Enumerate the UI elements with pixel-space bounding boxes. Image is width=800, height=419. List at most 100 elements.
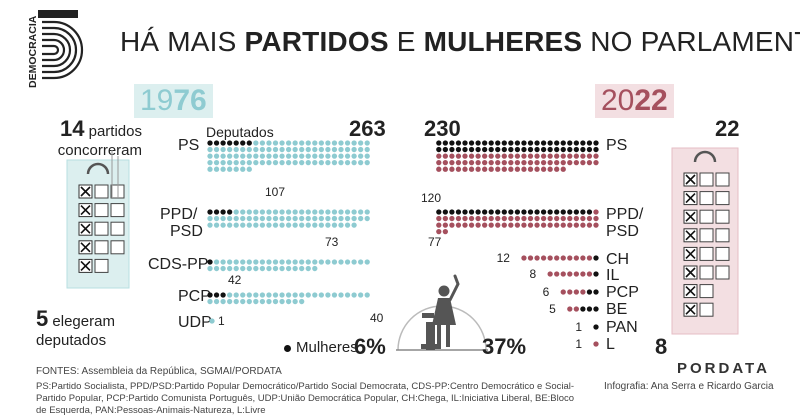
- seat-dot: [527, 153, 534, 159]
- seat-dot: [495, 160, 501, 166]
- seat-dot: [521, 140, 527, 146]
- seat-dot: [338, 292, 344, 298]
- seat-dot: [488, 140, 494, 146]
- ballot-box: [699, 172, 714, 187]
- seat-dot: [442, 215, 448, 222]
- party-label-2022: L: [606, 336, 615, 353]
- seat-count-1976: 40: [370, 311, 384, 325]
- seat-dot: [586, 146, 593, 153]
- party-label-2022: IL: [606, 267, 619, 284]
- seat-dot: [220, 166, 226, 172]
- seat-dot: [567, 271, 573, 277]
- seat-dot: [475, 209, 481, 215]
- seat-dot: [495, 215, 501, 222]
- seat-dot: [567, 289, 573, 295]
- woman-body-icon: [432, 298, 456, 325]
- seat-dot: [299, 209, 305, 215]
- party-label-1976: CDS-PP: [148, 256, 208, 273]
- seat-dot: [488, 160, 494, 166]
- seat-dot: [312, 215, 318, 222]
- seat-dot: [344, 146, 351, 153]
- seat-dot: [207, 222, 213, 228]
- seat-dot: [554, 146, 560, 153]
- party-label-1976: UDP: [178, 314, 212, 331]
- seat-dot: [246, 140, 252, 146]
- seat-dot: [488, 153, 494, 159]
- seat-dot: [364, 209, 370, 215]
- seat-dot: [279, 222, 285, 228]
- seat-dot: [305, 222, 311, 228]
- seat-dot: [567, 222, 573, 228]
- seat-dot: [436, 160, 442, 166]
- seat-dot: [299, 259, 305, 265]
- seat-dot: [455, 153, 462, 159]
- seat-dot: [488, 215, 494, 222]
- ballot-box: [699, 246, 714, 261]
- seat-dot: [292, 146, 298, 153]
- seat-dot: [580, 140, 586, 146]
- seat-dot: [272, 160, 279, 166]
- seat-dot: [279, 146, 285, 153]
- party-label-1976: PSD: [170, 223, 203, 240]
- seat-dot: [299, 222, 305, 228]
- seat-dot: [266, 209, 272, 215]
- seat-dot: [358, 259, 364, 265]
- seat-dot: [213, 259, 220, 265]
- seat-dot: [540, 209, 547, 215]
- seat-count-2022: 77: [428, 235, 442, 249]
- seat-dot: [580, 209, 586, 215]
- seat-dot: [266, 222, 272, 228]
- seat-dot: [272, 259, 279, 265]
- seat-dot: [554, 153, 560, 159]
- seat-dot: [560, 255, 566, 261]
- woman-leg-icon: [446, 325, 450, 347]
- seat-dot: [272, 215, 279, 222]
- seat-dot: [508, 222, 514, 228]
- women-legend: Mulheres: [284, 339, 358, 356]
- seat-dot: [547, 140, 553, 146]
- party-label-1976: PPD/: [160, 206, 198, 223]
- seat-dot: [227, 166, 233, 172]
- seat-dot: [246, 146, 252, 153]
- seat-dot: [213, 292, 220, 298]
- seat-dot: [534, 255, 540, 261]
- seat-dot: [554, 222, 560, 228]
- seat-dot: [285, 160, 292, 166]
- seat-dot: [501, 222, 507, 228]
- seat-dot: [586, 255, 593, 261]
- seat-dot: [495, 222, 501, 228]
- ballot-cross-icon: [685, 193, 696, 204]
- seat-dot: [253, 222, 259, 228]
- seat-dot: [475, 215, 481, 222]
- seat-dot: [514, 153, 521, 159]
- seat-dot: [312, 292, 318, 298]
- seat-count-2022: 12: [497, 251, 511, 265]
- seat-dot: [266, 265, 272, 272]
- footnote: PS:Partido Socialista, PPD/PSD:Partido P…: [36, 381, 575, 416]
- seat-dot: [233, 146, 239, 153]
- seat-dot: [547, 209, 553, 215]
- party-label-2022: BE: [606, 301, 627, 318]
- ballot-box: [699, 191, 714, 206]
- seat-dot: [292, 222, 298, 228]
- seat-dot: [266, 160, 272, 166]
- seat-dot: [207, 153, 213, 159]
- seat-dot: [272, 209, 279, 215]
- seat-dot: [560, 160, 566, 166]
- seat-dot: [508, 140, 514, 146]
- seat-dot: [344, 153, 351, 159]
- seat-dot: [521, 215, 527, 222]
- seat-dot: [213, 160, 220, 166]
- seat-dot: [540, 166, 547, 172]
- seat-dot: [285, 222, 292, 228]
- info-pillar-icon: [426, 322, 435, 350]
- women-legend-dot: [284, 344, 291, 352]
- seat-dot: [331, 215, 338, 222]
- seat-dot: [233, 292, 239, 298]
- seat-dot: [299, 160, 305, 166]
- seat-dot: [253, 259, 259, 265]
- seat-dot: [573, 209, 579, 215]
- parties-competed-2022: 22: [715, 116, 740, 141]
- seat-dot: [364, 292, 370, 298]
